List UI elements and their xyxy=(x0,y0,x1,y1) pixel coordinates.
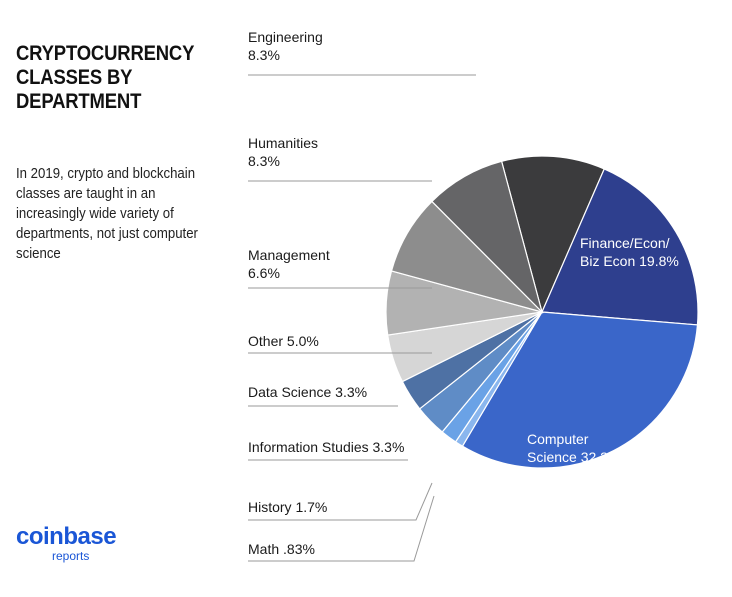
pie-slice-engineering xyxy=(431,160,544,315)
pie-slice-computer-science xyxy=(461,311,699,469)
slice-label-computer-science: Computer Science 32.2% xyxy=(527,431,620,465)
pie-slice-law xyxy=(500,155,606,314)
chart-subtitle: In 2019, crypto and blockchain classes a… xyxy=(16,165,198,262)
pie-slice-finance-econ-biz-econ xyxy=(541,168,699,326)
chart-title: CRYPTOCURRENCY CLASSES BY DEPARTMENT xyxy=(16,42,194,113)
slice-label-management: Management 6.6% xyxy=(248,247,330,281)
logo-sub: reports xyxy=(52,549,90,563)
slice-label-information-studies: Information Studies 3.3% xyxy=(248,439,404,455)
slice-label-finance-econ-biz-econ: Finance/Econ/Biz Econ 19.8% xyxy=(580,235,679,269)
logo-brand: coinbase xyxy=(16,523,117,550)
coinbase-reports-logo: coinbase reports xyxy=(16,523,126,563)
leader-line-math xyxy=(248,495,435,562)
leader-line-history xyxy=(248,482,433,521)
slice-label-history: History 1.7% xyxy=(248,499,327,515)
slice-label-other: Other 5.0% xyxy=(248,333,319,349)
slice-label-law: Law 10.7% xyxy=(534,105,574,139)
slice-label-humanities: Humanities 8.3% xyxy=(248,135,318,169)
slice-label-engineering: Engineering 8.3% xyxy=(248,29,323,63)
slice-label-data-science: Data Science 3.3% xyxy=(248,384,367,400)
slice-label-math: Math .83% xyxy=(248,541,315,557)
